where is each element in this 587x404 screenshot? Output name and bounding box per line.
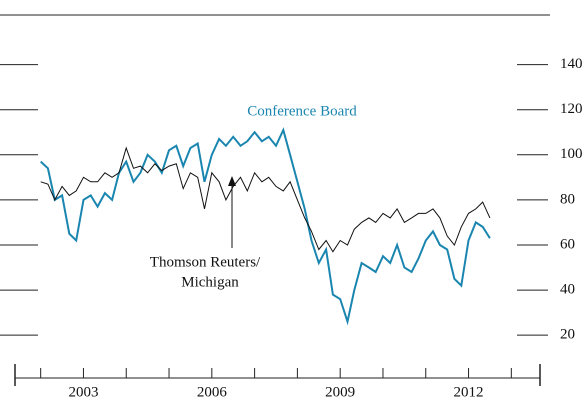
annotation: Thomson Reuters/	[150, 254, 261, 270]
y-tick-label: 80	[560, 191, 575, 207]
y-tick-label: 40	[560, 282, 575, 298]
y-tick-label: 60	[560, 236, 575, 252]
y-tick-label: 120	[560, 101, 583, 117]
y-tick-label: 140	[560, 56, 583, 72]
x-tick-label: 2003	[68, 384, 98, 400]
series-line	[40, 127, 491, 326]
x-tick-label: 2006	[197, 384, 228, 400]
y-tick-label: 100	[560, 146, 583, 162]
annotation: Michigan	[181, 274, 239, 290]
series-line	[40, 146, 491, 253]
annotation: Conference Board	[247, 103, 357, 119]
y-tick-label: 20	[560, 327, 575, 343]
arrow-head	[228, 176, 236, 186]
x-tick-label: 2012	[454, 384, 484, 400]
x-tick-label: 2009	[325, 384, 355, 400]
